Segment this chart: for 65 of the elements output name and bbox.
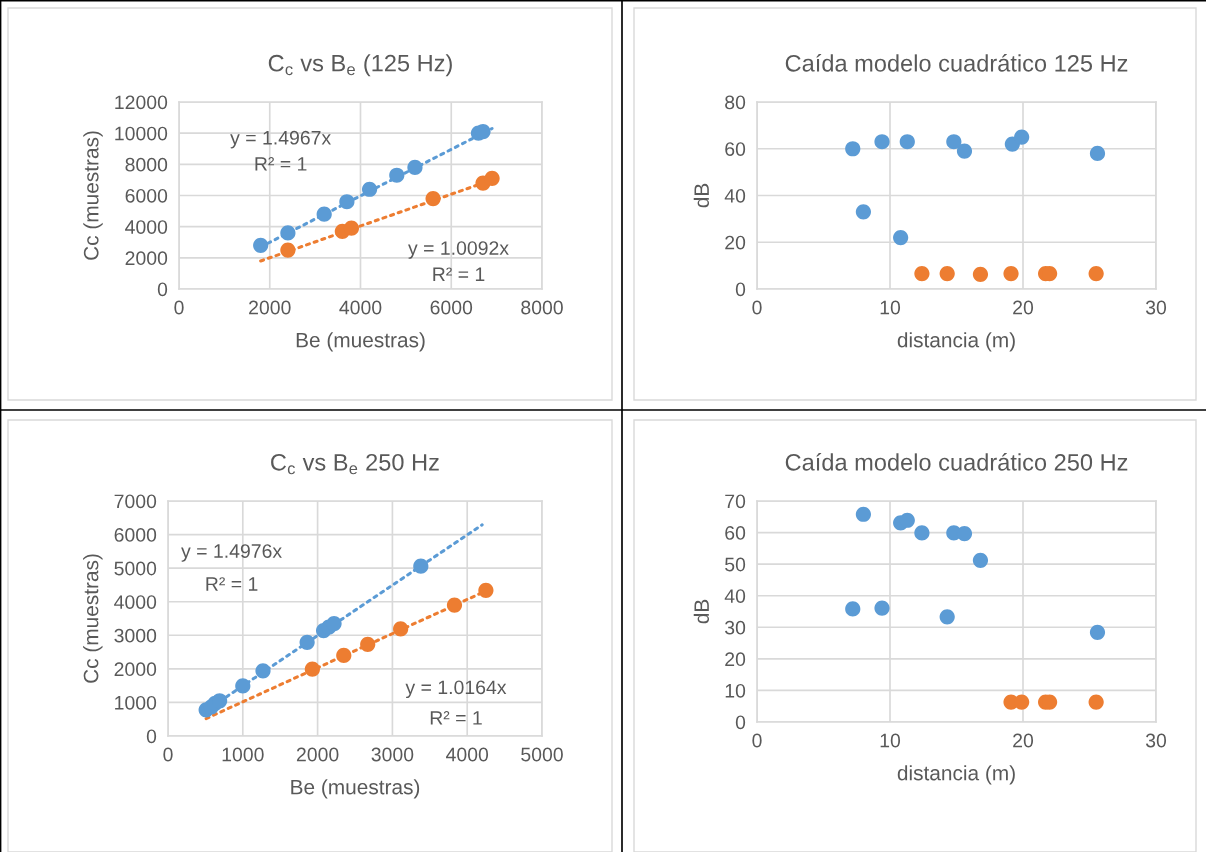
x-tick-label: 0 [752, 733, 762, 748]
y-tick-label: 60 [725, 526, 746, 540]
chart-title: Caída modelo cuadrático 125 Hz [785, 54, 1128, 72]
x-axis-title: distancia (m) [897, 765, 1015, 785]
y-tick-label: 6000 [125, 188, 168, 203]
y-tick-label: 40 [724, 589, 746, 603]
y-tick-label: 4000 [114, 595, 157, 609]
annotation: y = 1.4967x [230, 130, 331, 149]
x-axis-title: Be (muestras) [291, 779, 420, 799]
x-tick-label: 0 [174, 300, 184, 315]
y-tick-label: 30 [725, 620, 746, 635]
y-tick-label: 0 [735, 282, 746, 297]
x-tick-label: 3000 [371, 747, 414, 762]
annotation: y = 1.0164x [405, 680, 507, 699]
y-tick-label: 8000 [125, 157, 168, 172]
x-tick-label: 0 [752, 300, 762, 315]
annotation: R² = 1 [255, 157, 307, 171]
annotation: y = 1.0092x [408, 241, 509, 259]
annotation: R² = 1 [433, 267, 485, 281]
annotation: R² = 1 [206, 577, 258, 591]
y-tick-label: 20 [725, 235, 746, 250]
x-tick-label: 10 [880, 300, 901, 315]
x-axis-title: distancia (m) [897, 332, 1015, 352]
x-tick-label: 20 [1013, 300, 1034, 315]
y-tick-label: 0 [735, 715, 746, 730]
y-tick-label: 10000 [115, 126, 168, 141]
x-tick-label: 6000 [430, 300, 473, 315]
chart-title: C$_{c}$ vs B$_{e}$ (125 Hz) [268, 54, 452, 77]
y-tick-label: 80 [725, 95, 746, 110]
x-tick-label: 2000 [249, 300, 291, 315]
y-tick-label: 4000 [125, 220, 168, 234]
x-tick-label: 30 [1145, 733, 1167, 748]
x-tick-label: 20 [1013, 733, 1034, 748]
y-tick-label: 3000 [114, 628, 157, 643]
y-axis-title: Cc (muestras) [83, 554, 103, 683]
y-tick-label: 2000 [125, 251, 168, 266]
y-axis-title: dB [693, 599, 710, 624]
x-axis-title: Be (muestras) [296, 332, 425, 352]
y-tick-label: 60 [725, 142, 746, 156]
x-tick-label: 10 [880, 733, 901, 748]
y-tick-label: 50 [725, 557, 746, 572]
y-tick-label: 6000 [114, 528, 157, 542]
annotation: y = 1.4976x [181, 544, 282, 562]
y-tick-label: 2000 [114, 662, 157, 677]
y-tick-label: 1000 [115, 695, 157, 710]
y-tick-label: 12000 [115, 95, 168, 110]
y-axis-title: dB [693, 183, 710, 208]
y-tick-label: 40 [724, 188, 746, 203]
x-tick-label: 8000 [521, 300, 563, 315]
y-tick-label: 10 [725, 683, 746, 698]
y-tick-label: 5000 [114, 561, 157, 576]
x-tick-label: 2000 [296, 747, 339, 762]
y-tick-label: 20 [725, 652, 746, 667]
y-tick-label: 7000 [114, 494, 157, 509]
y-axis-title: Cc (muestras) [83, 131, 103, 260]
x-tick-label: 4000 [446, 747, 489, 762]
y-tick-label: 70 [725, 494, 746, 509]
x-tick-label: 1000 [222, 747, 264, 762]
x-tick-label: 5000 [521, 747, 563, 762]
y-tick-label: 0 [157, 282, 168, 297]
chart-title: Caída modelo cuadrático 250 Hz [785, 453, 1128, 471]
x-tick-label: 30 [1145, 300, 1167, 315]
x-tick-label: 4000 [339, 300, 382, 315]
chart-title: C$_{c}$ vs B$_{e}$ 250 Hz [271, 453, 439, 475]
annotation: R² = 1 [430, 711, 482, 725]
